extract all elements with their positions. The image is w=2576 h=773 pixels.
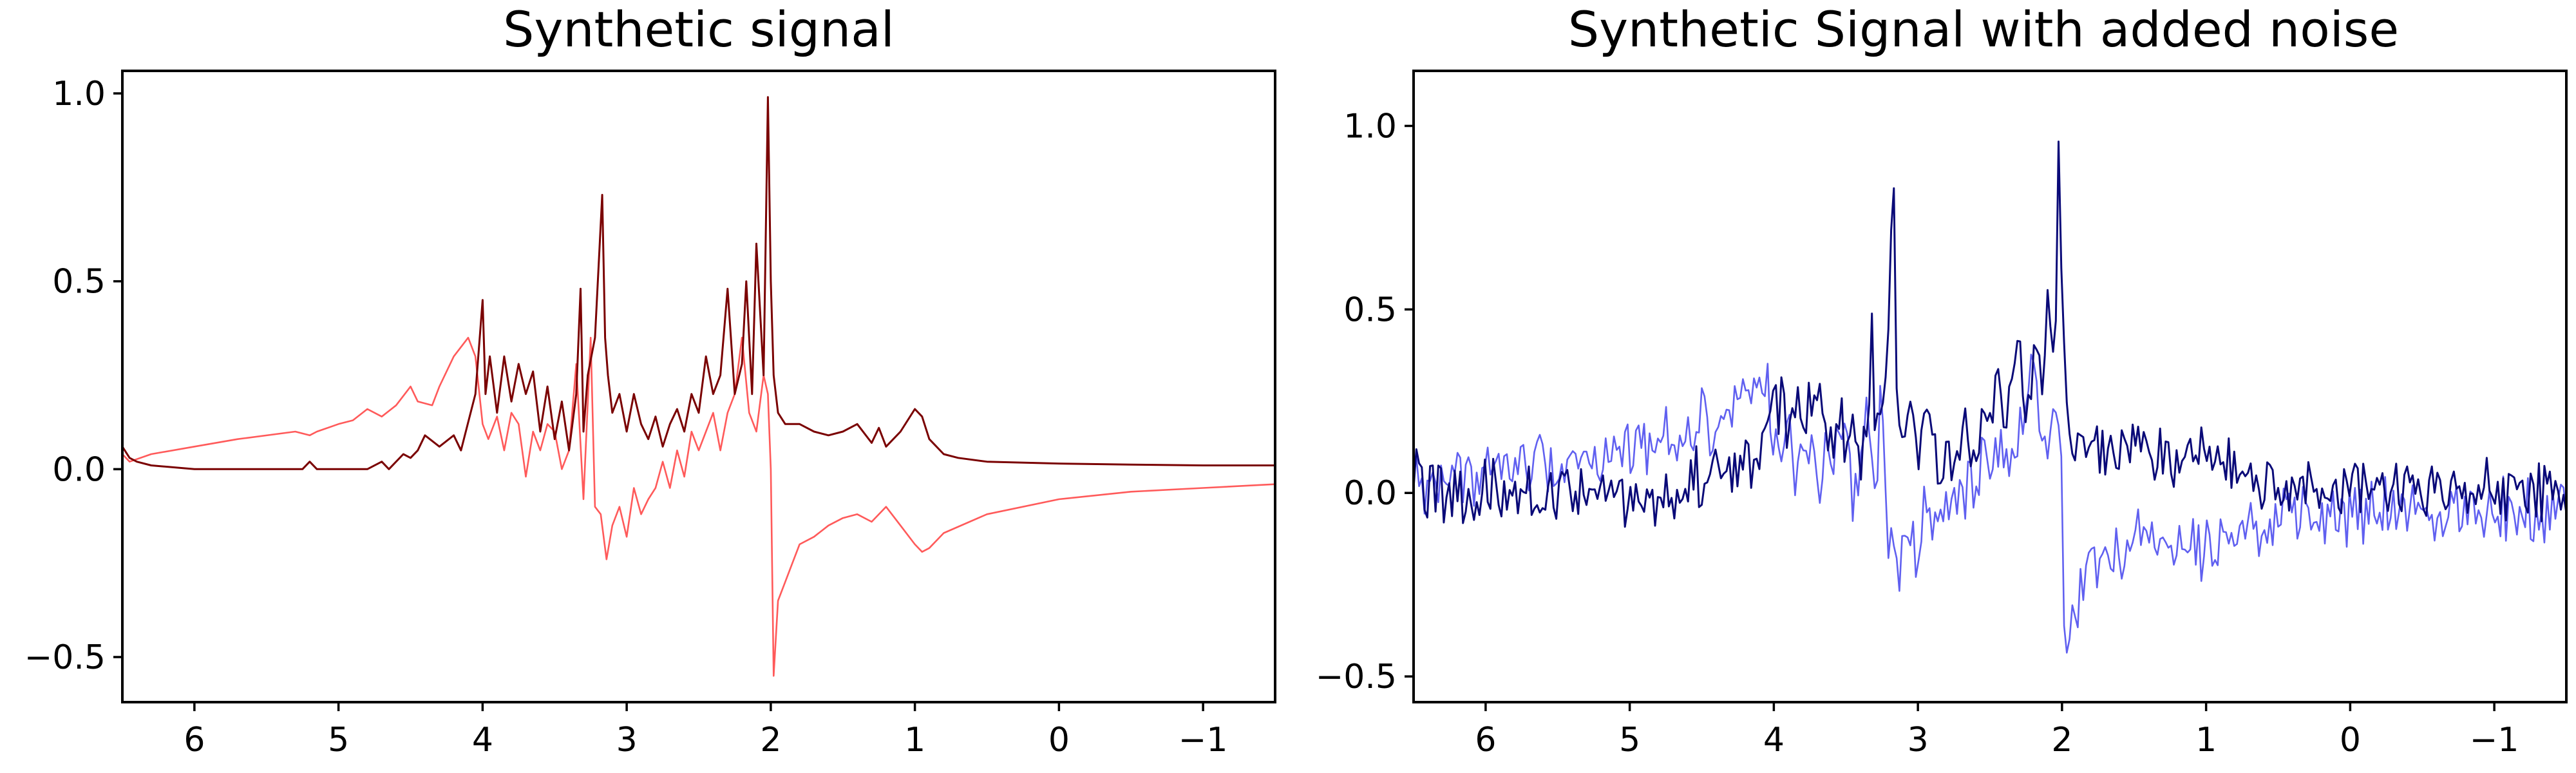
plot-frame <box>1412 70 2568 703</box>
series-line-2 <box>1414 140 2566 528</box>
x-tick-label: 4 <box>1763 721 1785 759</box>
x-tick-label: −1 <box>1179 721 1228 759</box>
x-tick-label: 3 <box>616 721 638 759</box>
x-tick-label: 1 <box>904 721 925 759</box>
chart-panel-synthetic-signal: Synthetic signal 6 5 4 3 2 1 0 −1 1.0 0.5 0.0 −0.5 <box>24 1 1276 759</box>
y-tick-label: 0.0 <box>52 450 106 489</box>
y-tick-label: 0.5 <box>1343 291 1397 329</box>
x-tick-label: 2 <box>760 721 781 759</box>
chart-title: Synthetic signal <box>503 1 895 58</box>
y-tick-label: −0.5 <box>24 638 106 677</box>
x-tick-label: 0 <box>2340 721 2361 759</box>
plot-frame <box>121 70 1276 703</box>
y-tick-label: 1.0 <box>52 75 106 113</box>
x-tick-label: 5 <box>328 721 349 759</box>
y-tick-label: 1.0 <box>1343 107 1397 146</box>
chart-panel-synthetic-signal-noise: Synthetic Signal with added noise 6 5 4 3 2 1… <box>1316 1 2568 759</box>
series-line-1 <box>122 336 1275 677</box>
x-tick-label: 1 <box>2195 721 2217 759</box>
x-tick-label: 4 <box>472 721 493 759</box>
y-tick-label: 0.5 <box>52 263 106 301</box>
x-tick-label: 6 <box>1475 721 1496 759</box>
x-tick-label: 0 <box>1048 721 1070 759</box>
y-tick-label: 0.0 <box>1343 474 1397 513</box>
series-line-1 <box>1414 354 2566 654</box>
x-tick-label: 3 <box>1908 721 1929 759</box>
chart-title: Synthetic Signal with added noise <box>1568 1 2399 58</box>
x-tick-label: 5 <box>1619 721 1640 759</box>
x-tick-label: 6 <box>184 721 205 759</box>
x-tick-label: 2 <box>2051 721 2072 759</box>
series-line-2 <box>122 96 1275 470</box>
y-tick-label: −0.5 <box>1316 658 1397 696</box>
x-tick-label: −1 <box>2470 721 2519 759</box>
